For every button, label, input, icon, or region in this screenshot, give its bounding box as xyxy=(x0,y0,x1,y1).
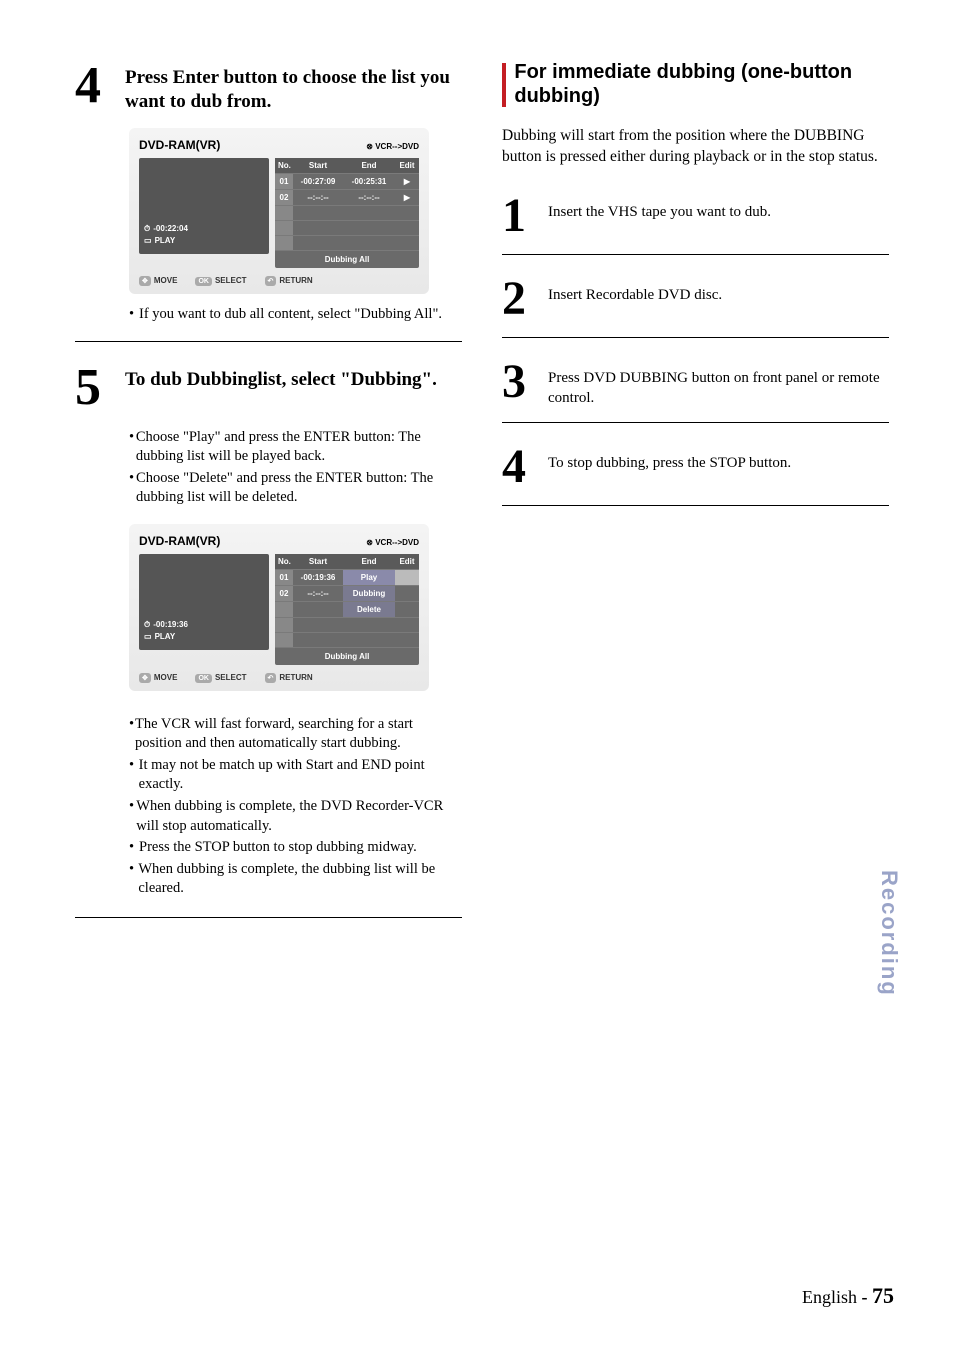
osd2-table: No. Start End Edit 01 -00:19:36 Play xyxy=(275,554,419,665)
table-row: 01 -00:27:09 -00:25:31 ▶ xyxy=(275,173,419,189)
right-step-1-text: Insert the VHS tape you want to dub. xyxy=(548,192,771,222)
osd1-title: DVD-RAM(VR) xyxy=(139,138,220,152)
step-4: 4 Press Enter button to choose the list … xyxy=(75,60,462,114)
osd1-preview: ⏱-00:22:04 ▭PLAY xyxy=(139,158,269,254)
step-5-bullets: •Choose "Play" and press the ENTER butto… xyxy=(129,428,462,508)
step-5-number: 5 xyxy=(75,362,111,414)
right-step-4: 4 To stop dubbing, press the STOP button… xyxy=(502,443,889,491)
separator xyxy=(75,341,462,342)
return-icon: ↶ xyxy=(265,673,277,683)
table-row: 02 --:--:-- Dubbing xyxy=(275,585,419,601)
right-step-2-number: 2 xyxy=(502,275,534,323)
osd1-mode: VCR-->DVD xyxy=(366,142,419,151)
osd2-preview: ⏱-00:19:36 ▭PLAY xyxy=(139,554,269,650)
clock-icon: ⏱ xyxy=(144,620,150,629)
side-tab-recording: Recording xyxy=(876,870,902,997)
osd1-col-no: No. xyxy=(275,158,293,173)
ok-icon: OK xyxy=(195,277,212,286)
osd1-dubbing-all: Dubbing All xyxy=(275,250,419,268)
step-4-heading: Press Enter button to choose the list yo… xyxy=(125,60,462,114)
footer-dash: - xyxy=(862,1287,868,1307)
section-bar-icon xyxy=(502,63,506,107)
separator xyxy=(502,505,889,506)
dpad-icon: ✥ xyxy=(139,673,151,683)
osd1-col-edit: Edit xyxy=(395,158,419,173)
step-4-note: • If you want to dub all content, select… xyxy=(129,306,462,323)
osd2-state: PLAY xyxy=(155,632,176,641)
section-paragraph: Dubbing will start from the position whe… xyxy=(502,126,889,168)
table-row: 02 --:--:-- --:--:-- ▶ xyxy=(275,189,419,205)
section-title: For immediate dubbing (one-button dubbin… xyxy=(514,60,889,108)
table-row xyxy=(275,235,419,250)
osd2-title: DVD-RAM(VR) xyxy=(139,534,220,548)
osd1-table: No. Start End Edit 01 -00:27:09 -00:25:3… xyxy=(275,158,419,268)
right-step-1-number: 1 xyxy=(502,192,534,240)
osd1-time: -00:22:04 xyxy=(153,224,188,233)
section-heading: For immediate dubbing (one-button dubbin… xyxy=(502,60,889,108)
right-step-3: 3 Press DVD DUBBING button on front pane… xyxy=(502,358,889,409)
step-5-heading: To dub Dubbinglist, select "Dubbing". xyxy=(125,362,437,392)
osd1-hints: ✥MOVE OKSELECT ↶RETURN xyxy=(139,276,419,286)
right-step-4-text: To stop dubbing, press the STOP button. xyxy=(548,443,791,473)
osd1-col-end: End xyxy=(343,158,395,173)
right-step-1: 1 Insert the VHS tape you want to dub. xyxy=(502,192,889,240)
return-icon: ↶ xyxy=(265,276,277,286)
step-5-bullets-2: •The VCR will fast forward, searching fo… xyxy=(129,715,462,899)
right-step-2: 2 Insert Recordable DVD disc. xyxy=(502,275,889,323)
right-step-3-number: 3 xyxy=(502,358,534,406)
osd2-hints: ✥MOVE OKSELECT ↶RETURN xyxy=(139,673,419,683)
table-row xyxy=(275,220,419,235)
page-footer: English - 75 xyxy=(802,1283,894,1309)
step-5: 5 To dub Dubbinglist, select "Dubbing". xyxy=(75,362,462,414)
table-row xyxy=(275,205,419,220)
table-row xyxy=(275,632,419,647)
table-row: Delete xyxy=(275,601,419,617)
right-step-3-text: Press DVD DUBBING button on front panel … xyxy=(548,358,889,409)
osd1-col-start: Start xyxy=(293,158,343,173)
right-step-4-number: 4 xyxy=(502,443,534,491)
footer-page-number: 75 xyxy=(872,1283,894,1308)
osd1-state: PLAY xyxy=(155,236,176,245)
osd2-dubbing-all: Dubbing All xyxy=(275,647,419,665)
tape-icon: ▭ xyxy=(144,632,152,641)
step-4-number: 4 xyxy=(75,60,111,112)
table-row xyxy=(275,617,419,632)
separator xyxy=(502,254,889,255)
osd2-mode: VCR-->DVD xyxy=(366,538,419,547)
footer-language: English xyxy=(802,1287,857,1307)
osd-display-2: DVD-RAM(VR) VCR-->DVD ⏱-00:19:36 ▭PLAY N… xyxy=(129,524,429,691)
separator xyxy=(75,917,462,918)
separator xyxy=(502,337,889,338)
separator xyxy=(502,422,889,423)
clock-icon: ⏱ xyxy=(144,224,150,233)
right-step-2-text: Insert Recordable DVD disc. xyxy=(548,275,722,305)
dpad-icon: ✥ xyxy=(139,276,151,286)
table-row: 01 -00:19:36 Play xyxy=(275,569,419,585)
osd-display-1: DVD-RAM(VR) VCR-->DVD ⏱-00:22:04 ▭PLAY N… xyxy=(129,128,429,294)
tape-icon: ▭ xyxy=(144,236,152,245)
osd2-time: -00:19:36 xyxy=(153,620,188,629)
ok-icon: OK xyxy=(195,674,212,683)
